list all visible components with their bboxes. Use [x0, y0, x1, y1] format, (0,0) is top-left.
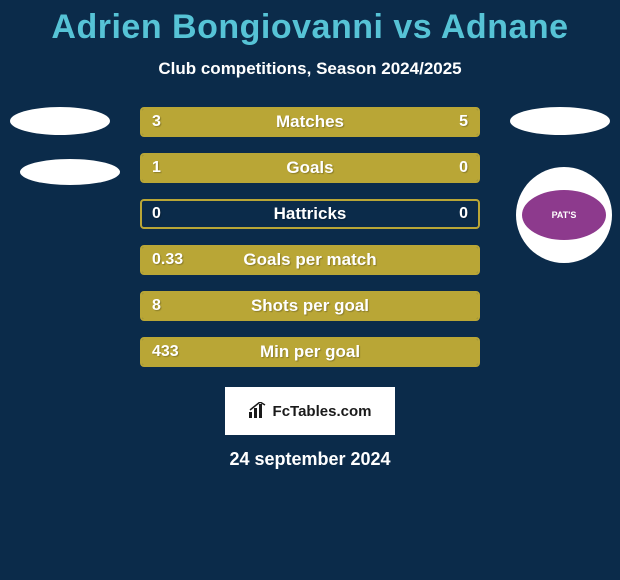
- footer-logo: FcTables.com: [225, 387, 395, 435]
- infographic-container: Adrien Bongiovanni vs Adnane Club compet…: [0, 0, 620, 580]
- player-left-photo-placeholder: [10, 107, 110, 135]
- stat-label: Min per goal: [142, 339, 478, 365]
- stat-label: Matches: [142, 109, 478, 135]
- club-badge-text: PAT'S: [552, 210, 577, 220]
- stat-row: 433Min per goal: [140, 337, 480, 367]
- chart-icon: [249, 402, 269, 421]
- footer-logo-text: FcTables.com: [273, 403, 372, 420]
- stat-row: 35Matches: [140, 107, 480, 137]
- stat-label: Hattricks: [142, 201, 478, 227]
- stats-area: PAT'S 35Matches 10Goals 00Hattricks 0.33Goa…: [0, 107, 620, 367]
- stat-row: 10Goals: [140, 153, 480, 183]
- stat-bars: 35Matches 10Goals 00Hattricks 0.33Goals per…: [140, 107, 480, 383]
- player-right-photo-placeholder: [510, 107, 610, 135]
- footer-date: 24 september 2024: [0, 449, 620, 470]
- stat-label: Shots per goal: [142, 293, 478, 319]
- player-right-club-circle: PAT'S: [516, 167, 612, 263]
- stat-row: 00Hattricks: [140, 199, 480, 229]
- page-title: Adrien Bongiovanni vs Adnane: [0, 0, 620, 47]
- stat-row: 0.33Goals per match: [140, 245, 480, 275]
- player-left-club-placeholder: [20, 159, 120, 185]
- stat-row: 8Shots per goal: [140, 291, 480, 321]
- club-badge: PAT'S: [522, 190, 606, 240]
- stat-label: Goals: [142, 155, 478, 181]
- stat-label: Goals per match: [142, 247, 478, 273]
- subtitle: Club competitions, Season 2024/2025: [0, 59, 620, 79]
